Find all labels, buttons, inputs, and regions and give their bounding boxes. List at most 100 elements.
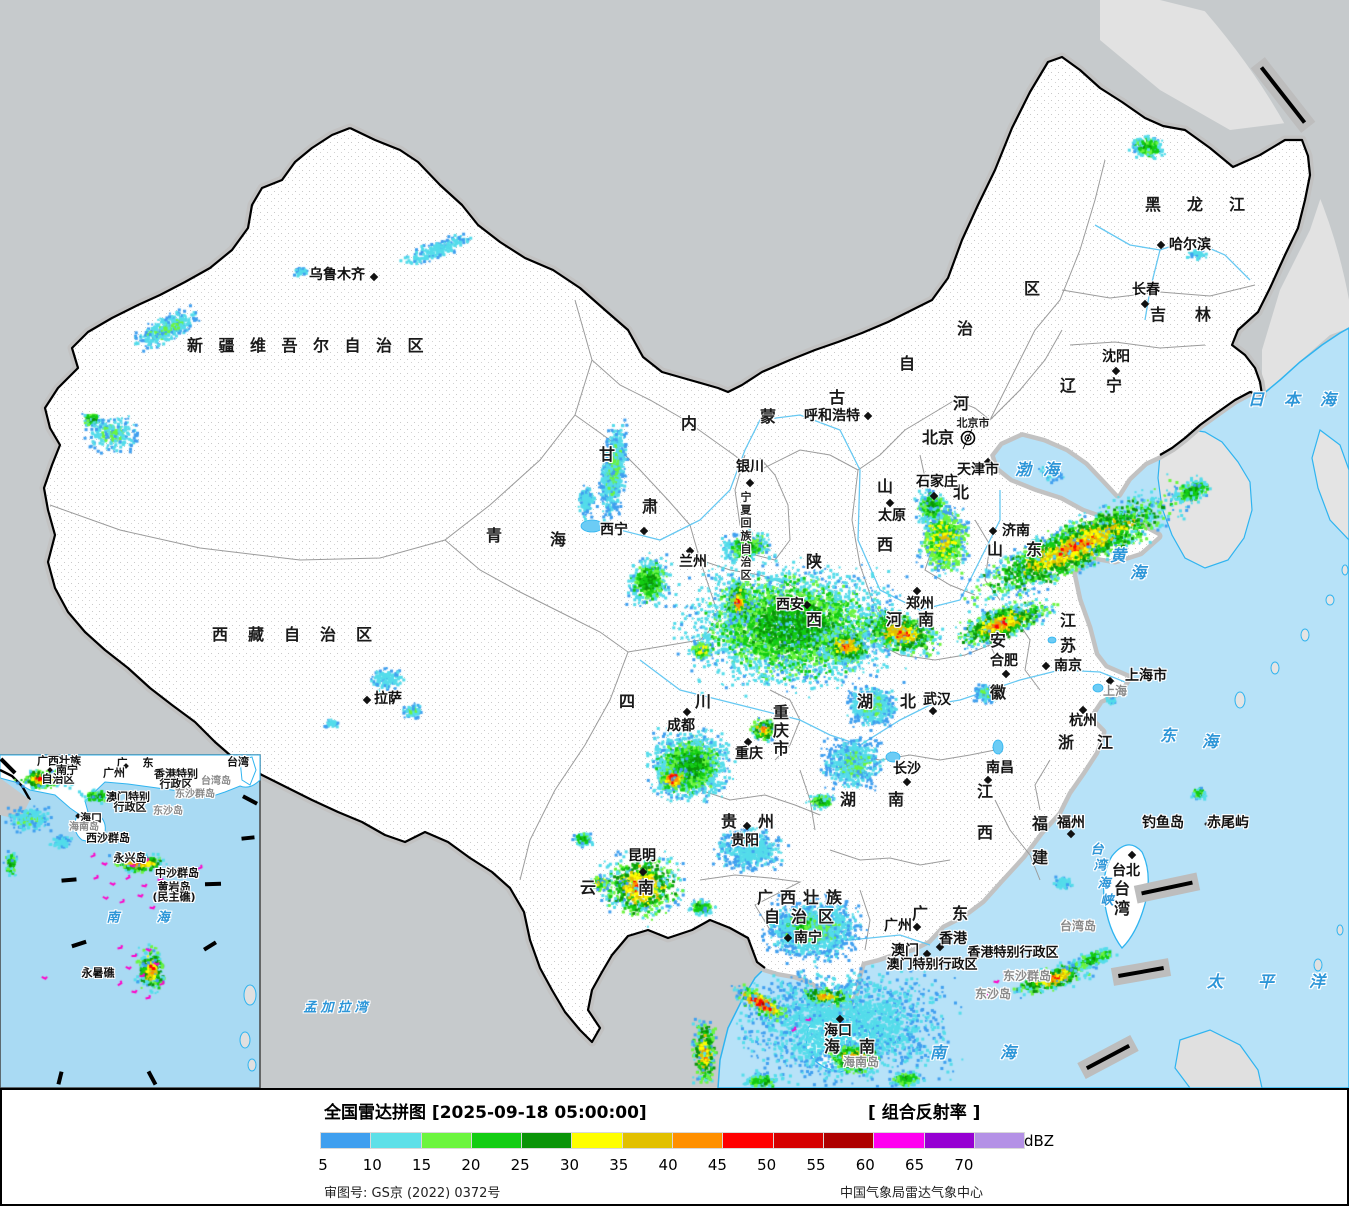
label-内蒙古自治区: 内 — [680, 414, 698, 433]
label-辽宁: 宁 — [1105, 376, 1123, 395]
city-label-郑州: 郑州 — [906, 596, 934, 612]
map-title: 全国雷达拼图 [2025-09-18 05:00:00] — [324, 1103, 647, 1123]
label-新疆维吾尔自治区: 尔 — [312, 336, 330, 355]
city-marker — [639, 526, 649, 536]
dash-segment — [1077, 1034, 1139, 1080]
city-label-合肥: 合肥 — [990, 653, 1018, 669]
colorbar-segment-20 — [470, 1132, 523, 1149]
label-内蒙古自治区: 蒙 — [759, 407, 777, 426]
city-marker — [922, 949, 932, 959]
inset-label-永暑礁: 永暑礁 — [81, 966, 115, 980]
city-marker — [1001, 669, 1011, 679]
inset-label-台湾岛: 台湾岛 — [201, 776, 231, 787]
dash-segment — [1250, 57, 1316, 133]
city-label-杭州: 杭州 — [1069, 713, 1097, 729]
capital-sub-label: 北京市 — [956, 416, 990, 430]
city-label-天津市: 天津市 — [957, 462, 999, 478]
label-云南: 南 — [637, 878, 655, 897]
tick-30: 30 — [559, 1156, 580, 1174]
dbz-tick-labels: 5 10 15 20 25 30 35 40 45 50 55 60 65 70 — [318, 1156, 1020, 1174]
city-label-贵阳: 贵阳 — [731, 833, 759, 849]
city-marker — [75, 813, 81, 819]
colorbar-segment-15 — [420, 1132, 472, 1149]
city-label-长春: 长春 — [1132, 282, 1160, 298]
city-marker — [1127, 850, 1137, 860]
tick-10: 10 — [362, 1156, 382, 1174]
city-marker — [935, 942, 945, 952]
label-西藏自治区: 藏 — [247, 625, 265, 644]
dash-segment — [1110, 958, 1172, 986]
dash-segment — [71, 939, 87, 949]
city-label-台北: 台北 — [1112, 863, 1140, 879]
label-赤尾屿: 赤尾屿 — [1207, 815, 1249, 831]
label-四川: 川 — [694, 692, 712, 711]
city-marker — [369, 272, 379, 282]
inset-label-广东: 东 — [142, 756, 154, 770]
label-安徽: 徽 — [989, 683, 1007, 702]
label-山东: 山 — [986, 540, 1004, 559]
label-新疆维吾尔自治区: 吾 — [281, 336, 298, 355]
city-label-香港: 香港 — [939, 931, 967, 947]
label-新疆维吾尔自治区: 自 — [344, 336, 361, 355]
label-广东: 广 — [911, 904, 929, 923]
colorbar-segment-45 — [722, 1132, 774, 1149]
label-内蒙古自治区: 自 — [898, 354, 916, 373]
label-江苏: 江 — [1059, 611, 1077, 630]
inset-label-南海: 海 — [156, 910, 170, 926]
label-太平洋: 洋 — [1308, 972, 1326, 991]
inset-label-澳门特别: 澳门特别 — [106, 790, 150, 804]
city-marker — [1041, 661, 1051, 671]
city-marker — [742, 821, 752, 831]
label-黄海: 海 — [1129, 563, 1147, 582]
label-台湾海峡: 台 — [1090, 842, 1104, 858]
tick-25: 25 — [510, 1156, 530, 1174]
inset-label-海南岛: 海南岛 — [69, 822, 99, 833]
city-marker — [983, 775, 993, 785]
city-label-拉萨: 拉萨 — [374, 691, 402, 707]
city-marker — [928, 706, 938, 716]
label-青海: 海 — [549, 530, 567, 549]
label-东沙群岛: 东沙群岛 — [1002, 969, 1052, 983]
colorbar-segment-55 — [822, 1132, 875, 1149]
label-湖北: 湖 — [856, 692, 874, 711]
label-广西壮族: 壮 — [802, 888, 820, 907]
label-陕西: 西 — [805, 610, 823, 629]
label-孟加拉湾: 孟 — [303, 1000, 317, 1016]
label-台湾海峡: 湾 — [1093, 858, 1107, 874]
label-香港特别行政区: 香港特别行政区 — [967, 945, 1059, 961]
inset-label-台湾: 台湾 — [227, 755, 249, 769]
label-辽宁: 辽 — [1059, 376, 1077, 395]
label-宁夏回族自治区: 区 — [740, 568, 752, 582]
city-marker — [929, 491, 939, 501]
label-广西壮族: 广 — [756, 888, 774, 907]
label-新疆维吾尔自治区: 治 — [375, 336, 393, 355]
label-海南岛: 海南岛 — [842, 1055, 880, 1069]
inset-label-南宁: 南宁 — [56, 763, 78, 777]
label-自治区: 区 — [817, 907, 835, 926]
label-江苏: 苏 — [1059, 636, 1077, 655]
colorbar-segment-50 — [772, 1132, 824, 1149]
city-marker — [983, 457, 993, 467]
inset-label-海口: 海口 — [80, 811, 102, 825]
city-label-成都: 成都 — [667, 718, 695, 734]
city-marker — [1105, 676, 1115, 686]
map-approval-number: 审图号: GS京 (2022) 0372号 — [324, 1186, 501, 1201]
label-东海: 东 — [1159, 726, 1177, 745]
tick-50: 50 — [757, 1156, 777, 1174]
label-广东: 东 — [951, 904, 969, 923]
label-台湾海峡: 峡 — [1100, 893, 1114, 909]
inset-label-广东: 广 — [116, 756, 128, 770]
label-自治区: 自 — [763, 907, 781, 926]
label-宁夏回族自治区: 夏 — [740, 503, 752, 517]
label-内蒙古自治区: 治 — [956, 319, 974, 338]
dash-segment — [0, 757, 17, 775]
city-label-南昌: 南昌 — [986, 760, 1014, 776]
city-marker — [988, 526, 998, 536]
city-label-兰州: 兰州 — [679, 554, 707, 570]
label-西藏自治区: 自 — [283, 625, 301, 644]
label-湖南: 南 — [887, 790, 905, 809]
label-宁夏回族自治区: 回 — [740, 516, 752, 530]
label-四川: 四 — [618, 692, 636, 711]
label-广西壮族: 西 — [779, 888, 797, 907]
